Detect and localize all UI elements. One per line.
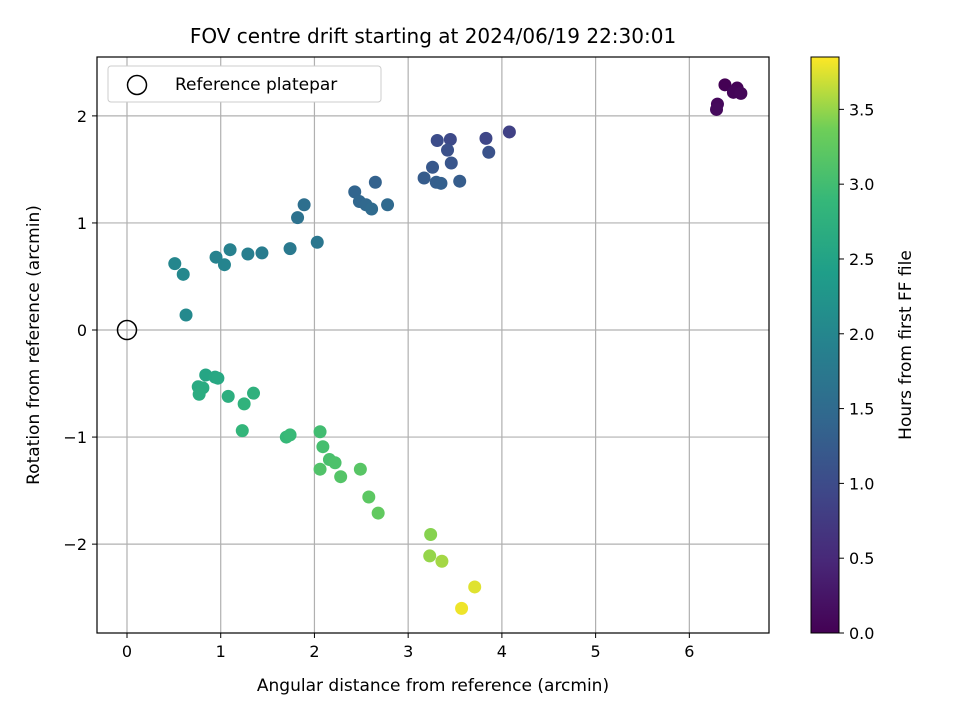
data-point [426, 160, 440, 174]
data-point [313, 462, 327, 476]
data-point [241, 247, 255, 261]
data-point [217, 258, 231, 272]
legend: Reference platepar [107, 65, 382, 103]
data-point [441, 143, 455, 157]
data-point [468, 580, 482, 594]
data-point [223, 243, 237, 257]
data-point [435, 554, 449, 568]
data-point [168, 257, 182, 271]
x-tick-label: 0 [122, 642, 132, 661]
data-point [209, 250, 223, 264]
colorbar-tick-label: 0.0 [849, 624, 874, 643]
y-tick-label: 1 [77, 214, 87, 233]
data-point [381, 198, 395, 212]
legend-marker-open-circle-icon [126, 74, 148, 96]
data-point [444, 156, 458, 170]
data-point [453, 174, 467, 188]
colorbar-tick-label: 3.0 [849, 175, 874, 194]
data-point [192, 387, 206, 401]
data-point [247, 386, 261, 400]
data-point [176, 267, 190, 281]
colorbar: 0.0 0.5 1.0 1.5 2.0 2.5 3.0 3.5 Hours from firs… [810, 56, 916, 643]
y-tick-label: 2 [77, 107, 87, 126]
data-point [237, 397, 251, 411]
colorbar-gradient [810, 56, 840, 634]
colorbar-ticks: 0.0 0.5 1.0 1.5 2.0 2.5 3.0 3.5 [839, 100, 874, 643]
data-point [502, 125, 516, 139]
data-point [310, 235, 324, 249]
x-tick-label: 2 [309, 642, 319, 661]
data-point [443, 132, 457, 146]
data-point [353, 462, 367, 476]
chart-title: FOV centre drift starting at 2024/06/19 … [190, 24, 676, 48]
data-point [424, 528, 438, 542]
data-point [283, 428, 297, 442]
data-point [365, 202, 379, 216]
colorbar-tick-label: 1.5 [849, 400, 874, 419]
y-tick-label: 0 [77, 321, 87, 340]
y-tick-label: −1 [63, 428, 87, 447]
colorbar-tick-label: 1.0 [849, 474, 874, 493]
x-axis-label: Angular distance from reference (arcmin) [257, 676, 609, 696]
data-point [710, 102, 724, 116]
data-point [316, 440, 330, 454]
data-points [168, 78, 748, 615]
data-point [423, 549, 437, 563]
data-point [368, 175, 382, 189]
grid [97, 57, 769, 633]
x-tick-label: 5 [591, 642, 601, 661]
x-tick-label: 4 [497, 642, 507, 661]
data-point [283, 242, 297, 256]
x-tick-label: 3 [403, 642, 413, 661]
colorbar-tick-label: 0.5 [849, 549, 874, 568]
reference-point [116, 319, 138, 341]
data-point [235, 424, 249, 438]
plot-area-frame [96, 56, 770, 634]
data-point [718, 78, 732, 92]
colorbar-label: Hours from first FF file [896, 250, 916, 440]
x-tick-label: 6 [684, 642, 694, 661]
colorbar-tick-label: 2.5 [849, 250, 874, 269]
y-axis-ticks: −2 −1 0 1 2 [63, 107, 97, 554]
data-point [482, 145, 496, 159]
data-point [479, 131, 493, 145]
data-point [371, 506, 385, 520]
colorbar-tick-label: 2.0 [849, 325, 874, 344]
data-point [179, 308, 193, 322]
data-point [255, 246, 269, 260]
data-point [334, 470, 348, 484]
data-point [434, 176, 448, 190]
legend-box [107, 65, 382, 103]
data-point [297, 198, 311, 212]
colorbar-tick-label: 3.5 [849, 100, 874, 119]
data-point [430, 134, 444, 148]
data-point [211, 371, 225, 385]
legend-entry-label: Reference platepar [175, 75, 337, 95]
data-point [313, 425, 327, 439]
data-point [417, 171, 431, 185]
x-axis-ticks: 0 1 2 3 4 5 6 [122, 633, 694, 661]
data-point [362, 490, 376, 504]
data-point [328, 456, 342, 470]
data-point [348, 185, 362, 199]
data-point [291, 211, 305, 225]
y-axis-label: Rotation from reference (arcmin) [24, 205, 44, 485]
y-tick-label: −2 [63, 535, 87, 554]
data-point [221, 389, 235, 403]
data-point [455, 601, 469, 615]
x-tick-label: 1 [216, 642, 226, 661]
data-point [734, 86, 748, 100]
